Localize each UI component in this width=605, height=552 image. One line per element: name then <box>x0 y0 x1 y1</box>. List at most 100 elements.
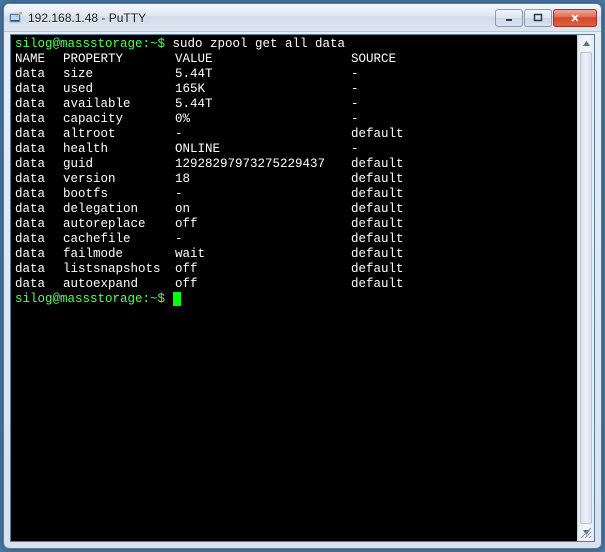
col-source: default <box>351 217 404 232</box>
col-property: guid <box>63 157 175 172</box>
col-property: available <box>63 97 175 112</box>
col-source: - <box>351 67 359 82</box>
col-name: data <box>15 172 63 187</box>
col-property: used <box>63 82 175 97</box>
col-source: - <box>351 112 359 127</box>
col-value: 5.44T <box>175 97 351 112</box>
col-source: default <box>351 172 404 187</box>
prompt-line: silog@massstorage:~$ <box>15 292 573 307</box>
col-name: data <box>15 82 63 97</box>
maximize-button[interactable] <box>524 9 552 27</box>
table-row: datahealthONLINE- <box>15 142 573 157</box>
col-value: 165K <box>175 82 351 97</box>
close-button[interactable] <box>553 9 597 27</box>
col-name: data <box>15 217 63 232</box>
col-name: data <box>15 262 63 277</box>
col-source: - <box>351 97 359 112</box>
table-row: dataversion18default <box>15 172 573 187</box>
table-row: datalistsnapshotsoffdefault <box>15 262 573 277</box>
col-value: 0% <box>175 112 351 127</box>
table-row: dataused165K- <box>15 82 573 97</box>
table-row: dataguid12928297973275229437default <box>15 157 573 172</box>
col-property: altroot <box>63 127 175 142</box>
col-source: default <box>351 202 404 217</box>
col-source: default <box>351 247 404 262</box>
col-source: default <box>351 187 404 202</box>
col-value: off <box>175 217 351 232</box>
col-value: off <box>175 262 351 277</box>
shell-prompt: silog@massstorage:~$ <box>15 292 165 306</box>
col-property: size <box>63 67 175 82</box>
col-name: data <box>15 277 63 292</box>
col-source: - <box>351 82 359 97</box>
col-source: default <box>351 277 404 292</box>
col-property: autoreplace <box>63 217 175 232</box>
scrollbar-thumb[interactable] <box>580 52 592 524</box>
scrollbar[interactable] <box>577 35 594 541</box>
shell-prompt: silog@massstorage:~$ <box>15 37 165 51</box>
table-row: datacachefile-default <box>15 232 573 247</box>
table-row: dataaltroot-default <box>15 127 573 142</box>
col-source: - <box>351 142 359 157</box>
col-source: default <box>351 127 404 142</box>
col-property: delegation <box>63 202 175 217</box>
table-row: databootfs-default <box>15 187 573 202</box>
col-value: - <box>175 187 351 202</box>
col-property: version <box>63 172 175 187</box>
table-header: NAMEPROPERTYVALUESOURCE <box>15 52 573 67</box>
col-property: listsnapshots <box>63 262 175 277</box>
col-name: NAME <box>15 52 63 67</box>
col-name: data <box>15 232 63 247</box>
col-property: failmode <box>63 247 175 262</box>
putty-icon <box>8 10 24 26</box>
col-name: data <box>15 247 63 262</box>
col-source: SOURCE <box>351 52 396 67</box>
table-row: dataautoreplaceoffdefault <box>15 217 573 232</box>
table-row: datadelegationondefault <box>15 202 573 217</box>
scroll-up-button[interactable] <box>578 35 594 52</box>
minimize-button[interactable] <box>495 9 523 27</box>
col-name: data <box>15 142 63 157</box>
command-line: silog@massstorage:~$ sudo zpool get all … <box>15 37 573 52</box>
col-value: ONLINE <box>175 142 351 157</box>
col-property: autoexpand <box>63 277 175 292</box>
command-text: sudo zpool get all data <box>165 37 345 51</box>
table-row: datacapacity0%- <box>15 112 573 127</box>
col-source: default <box>351 232 404 247</box>
table-row: datasize5.44T- <box>15 67 573 82</box>
col-property: cachefile <box>63 232 175 247</box>
titlebar[interactable]: 192.168.1.48 - PuTTY <box>4 4 601 32</box>
scrollbar-track[interactable] <box>578 52 594 524</box>
table-row: dataautoexpandoffdefault <box>15 277 573 292</box>
col-property: bootfs <box>63 187 175 202</box>
col-value: VALUE <box>175 52 351 67</box>
col-value: - <box>175 232 351 247</box>
col-name: data <box>15 202 63 217</box>
col-name: data <box>15 67 63 82</box>
col-name: data <box>15 187 63 202</box>
col-name: data <box>15 157 63 172</box>
putty-window: 192.168.1.48 - PuTTY silog@massstorage:~… <box>3 3 602 549</box>
col-value: 12928297973275229437 <box>175 157 351 172</box>
col-name: data <box>15 97 63 112</box>
resize-grip-icon[interactable] <box>578 525 592 539</box>
col-value: on <box>175 202 351 217</box>
col-value: wait <box>175 247 351 262</box>
col-value: off <box>175 277 351 292</box>
col-property: health <box>63 142 175 157</box>
window-title: 192.168.1.48 - PuTTY <box>28 11 495 25</box>
col-value: - <box>175 127 351 142</box>
col-source: default <box>351 157 404 172</box>
col-property: capacity <box>63 112 175 127</box>
col-name: data <box>15 112 63 127</box>
table-row: datafailmodewaitdefault <box>15 247 573 262</box>
window-controls <box>495 9 597 27</box>
client-area: silog@massstorage:~$ sudo zpool get all … <box>10 34 595 542</box>
col-value: 5.44T <box>175 67 351 82</box>
table-row: dataavailable5.44T- <box>15 97 573 112</box>
col-name: data <box>15 127 63 142</box>
col-property: PROPERTY <box>63 52 175 67</box>
col-value: 18 <box>175 172 351 187</box>
terminal[interactable]: silog@massstorage:~$ sudo zpool get all … <box>11 35 577 541</box>
col-source: default <box>351 262 404 277</box>
